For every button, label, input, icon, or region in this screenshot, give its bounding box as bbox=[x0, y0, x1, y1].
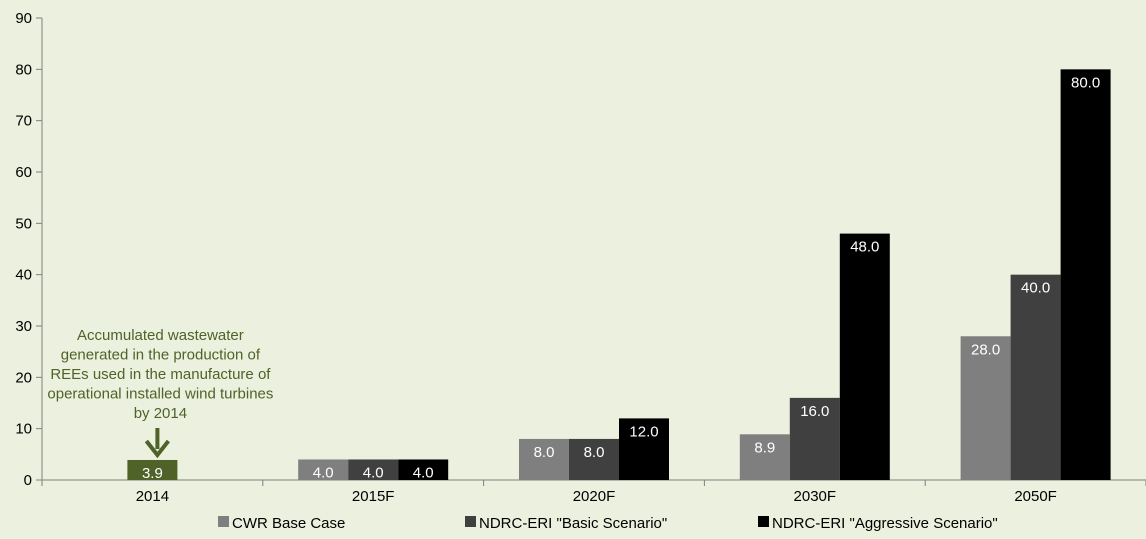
bar bbox=[960, 336, 1011, 480]
bar bbox=[569, 438, 619, 480]
bar bbox=[1060, 69, 1111, 480]
y-tick-label: 70 bbox=[15, 113, 32, 130]
data-label: 16.0 bbox=[800, 403, 829, 420]
legend-label: NDRC-ERI "Aggressive Scenario" bbox=[772, 515, 998, 532]
data-label: 12.0 bbox=[629, 423, 658, 440]
legend-label: CWR Base Case bbox=[232, 515, 345, 532]
legend-swatch bbox=[758, 516, 769, 527]
legend: CWR Base Case NDRC-ERI "Basic Scenario" ND… bbox=[218, 515, 998, 532]
x-tick-label: 2015F bbox=[352, 488, 395, 505]
y-tick-label: 10 bbox=[15, 421, 32, 438]
annotation-text-line: by 2014 bbox=[134, 405, 187, 422]
y-tick-label: 50 bbox=[15, 215, 32, 232]
bar bbox=[789, 397, 840, 480]
data-label: 8.9 bbox=[754, 439, 775, 456]
annotation-arrow-head bbox=[144, 439, 170, 459]
bar bbox=[619, 418, 669, 480]
x-tick-label: 2030F bbox=[794, 488, 837, 505]
y-tick-label: 20 bbox=[15, 369, 32, 386]
x-tick-label: 2050F bbox=[1014, 488, 1057, 505]
x-tick-label: 2020F bbox=[573, 488, 616, 505]
data-label: 4.0 bbox=[413, 464, 434, 481]
bar bbox=[839, 233, 890, 480]
bar bbox=[519, 438, 569, 480]
bar bbox=[739, 434, 790, 480]
data-label: 4.0 bbox=[363, 464, 384, 481]
y-tick-label: 40 bbox=[15, 267, 32, 284]
data-label: 4.0 bbox=[313, 464, 334, 481]
y-tick-label: 30 bbox=[15, 318, 32, 335]
annotation-text-line: generated in the production of bbox=[61, 347, 261, 364]
bar bbox=[398, 459, 449, 480]
data-label: 3.9 bbox=[142, 465, 163, 482]
data-label: 8.0 bbox=[584, 444, 605, 461]
data-label: 48.0 bbox=[850, 239, 879, 256]
data-label: 8.0 bbox=[534, 444, 555, 461]
y-tick-label: 90 bbox=[15, 10, 32, 27]
annotation-text-line: REEs used in the manufacture of bbox=[50, 366, 271, 383]
x-tick-label: 2014 bbox=[136, 488, 169, 505]
data-label: 40.0 bbox=[1021, 280, 1050, 297]
legend-swatch bbox=[218, 516, 229, 527]
y-tick-label: 60 bbox=[15, 164, 32, 181]
annotation: Accumulated wastewater generated in the p… bbox=[47, 327, 273, 459]
bar bbox=[1010, 274, 1061, 480]
data-label: 80.0 bbox=[1071, 74, 1100, 91]
y-axis: 0 10 20 30 40 50 60 70 80 90 bbox=[15, 10, 43, 489]
annotation-text-line: operational installed wind turbines bbox=[47, 386, 273, 403]
annotation-text-line: Accumulated wastewater bbox=[77, 327, 244, 344]
legend-label: NDRC-ERI "Basic Scenario" bbox=[479, 515, 667, 532]
bar bbox=[298, 459, 349, 480]
bar bbox=[348, 459, 399, 480]
legend-swatch bbox=[465, 516, 476, 527]
y-tick-label: 0 bbox=[24, 472, 32, 489]
bars-layer: 3.9 4.0 4.0 4.0 8.0 8.0 12.0 8.9 16.0 48.0 28.0 40.… bbox=[127, 69, 1111, 482]
y-tick-label: 80 bbox=[15, 61, 32, 78]
bar bbox=[127, 459, 178, 480]
data-label: 28.0 bbox=[971, 341, 1000, 358]
